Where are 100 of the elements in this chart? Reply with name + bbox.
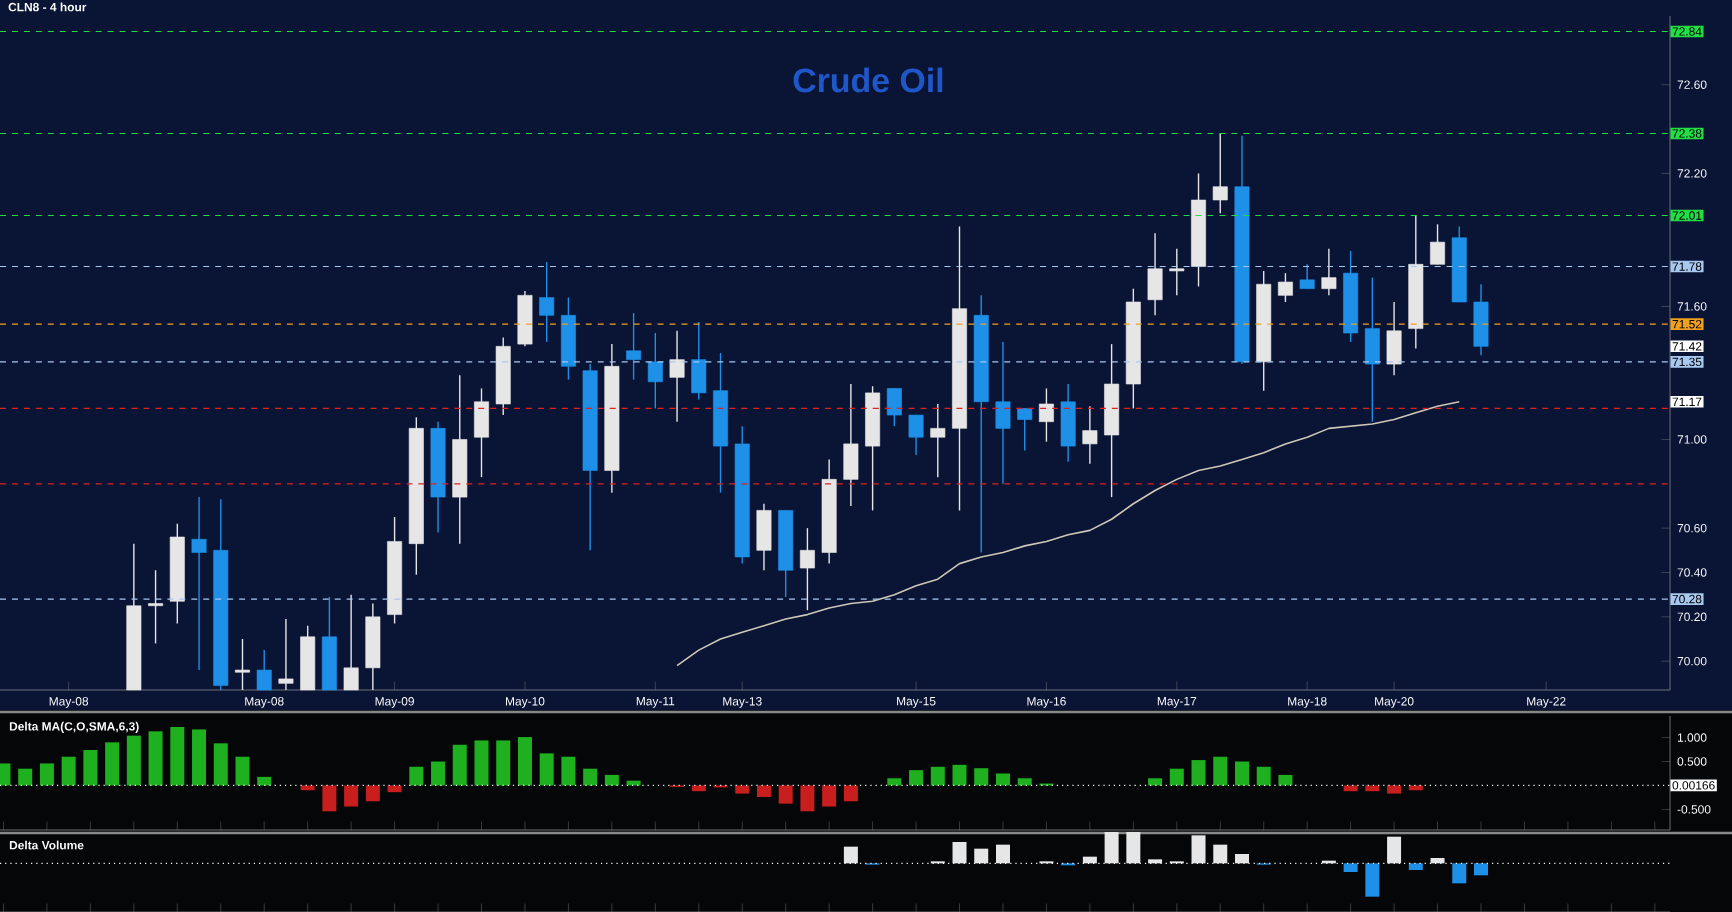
bar: [496, 740, 511, 786]
bar: [604, 774, 619, 786]
bar: [1234, 761, 1249, 786]
candlestick: [1321, 248, 1337, 297]
bar: [322, 785, 337, 812]
bar: [1343, 863, 1358, 872]
bar: [1473, 863, 1488, 876]
bar: [474, 740, 489, 786]
bar: [1148, 778, 1163, 786]
bar: [1213, 844, 1228, 864]
bar: [148, 731, 163, 786]
candlestick: [191, 496, 207, 671]
bar: [539, 753, 554, 786]
bar: [1169, 768, 1184, 786]
bar: [974, 848, 989, 864]
bar: [105, 742, 120, 786]
candlestick: [930, 403, 946, 478]
candlestick: [886, 387, 902, 427]
bar: [170, 727, 185, 786]
candlestick: [691, 321, 707, 401]
bar: [257, 776, 272, 786]
bar: [431, 761, 446, 786]
bar: [83, 750, 98, 786]
bar: [344, 785, 359, 807]
candlestick: [256, 649, 272, 691]
candlestick: [235, 638, 250, 691]
bar: [735, 785, 750, 794]
candlestick: [1364, 276, 1380, 423]
bar: [843, 846, 858, 864]
candlestick: [626, 312, 642, 381]
bar: [1452, 863, 1467, 884]
bar: [691, 785, 706, 792]
candlestick: [1299, 263, 1315, 290]
bar: [1191, 835, 1206, 864]
bar: [1082, 856, 1097, 864]
bar: [1408, 863, 1423, 870]
bar: [952, 842, 967, 864]
bar: [300, 785, 315, 791]
bar: [1387, 785, 1402, 794]
candlestick: [474, 387, 489, 478]
bar: [61, 756, 76, 786]
candlestick: [1082, 405, 1098, 465]
candlestick: [148, 569, 164, 645]
bar: [843, 785, 858, 802]
candlestick: [1212, 132, 1228, 215]
bar: [517, 737, 532, 786]
candlestick: [843, 383, 859, 507]
bar: [1213, 756, 1228, 786]
bar: [909, 770, 924, 786]
candlestick: [278, 618, 294, 691]
bar: [974, 768, 989, 786]
bar: [1191, 760, 1206, 786]
bar: [1234, 854, 1249, 864]
candlestick: [669, 330, 685, 423]
bar: [126, 735, 141, 786]
candlestick: [1147, 232, 1163, 316]
bar: [1365, 863, 1380, 897]
bar: [1104, 832, 1119, 864]
bar: [887, 778, 902, 786]
candlestick: [799, 527, 815, 611]
candlestick: [1277, 272, 1293, 303]
bar: [387, 785, 402, 793]
bar: [213, 743, 228, 786]
bar: [800, 785, 815, 812]
bar: [1278, 774, 1293, 786]
bar: [39, 763, 54, 786]
candlestick: [343, 593, 359, 691]
bar: [235, 756, 250, 786]
bar: [409, 766, 424, 786]
candlestick: [1430, 223, 1446, 265]
bar: [1256, 766, 1271, 786]
bar: [1408, 785, 1423, 791]
text: Crude Oil: [793, 67, 943, 93]
bar: [1387, 836, 1402, 864]
bar: [822, 785, 837, 807]
candlestick: [1038, 387, 1054, 443]
bar: [995, 844, 1010, 864]
candlestick: [1473, 283, 1489, 356]
bar: [1017, 778, 1032, 786]
bar: [365, 785, 380, 802]
candlestick: [1060, 383, 1076, 463]
bar: [192, 729, 207, 786]
bar: [1343, 785, 1358, 792]
candlestick: [1169, 248, 1185, 297]
bar: [756, 785, 771, 797]
candlestick: [995, 341, 1011, 485]
bar: [583, 768, 598, 786]
bar: [561, 756, 576, 786]
candlestick: [908, 414, 924, 456]
bar: [18, 768, 33, 786]
bar: [452, 744, 467, 786]
candlestick: [539, 261, 555, 343]
bar: [930, 766, 945, 786]
candlestick: [1386, 301, 1402, 376]
bar: [995, 773, 1010, 786]
bar: [778, 785, 793, 804]
bar: [1365, 785, 1380, 792]
bar: [952, 764, 967, 786]
candlestick: [647, 332, 663, 410]
candlestick: [756, 503, 772, 571]
